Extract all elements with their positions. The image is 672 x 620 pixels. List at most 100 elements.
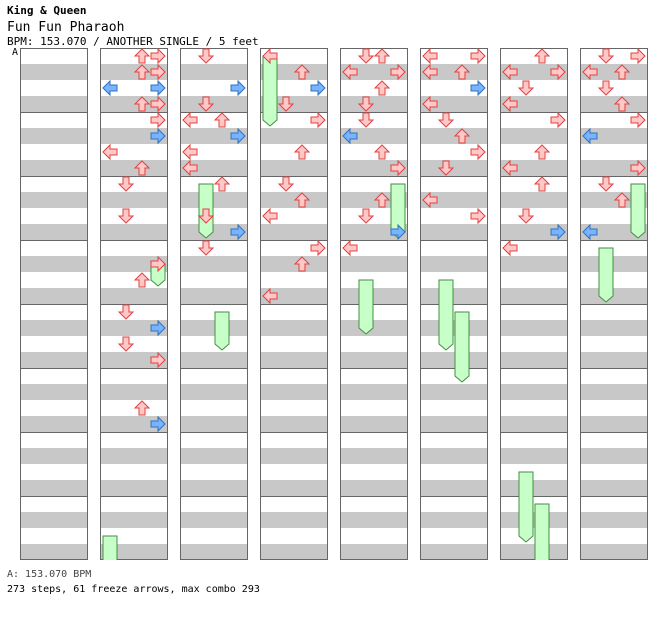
freeze-arrow <box>358 279 374 335</box>
step-arrow-left <box>342 63 358 81</box>
measure-stripe <box>100 64 168 80</box>
measure-stripe <box>20 384 88 400</box>
step-arrow-right <box>390 159 406 177</box>
step-arrow-right <box>150 351 166 369</box>
measure-stripe <box>100 288 168 304</box>
step-arrow-left <box>182 143 198 161</box>
measure-stripe <box>580 416 648 432</box>
freeze-arrow <box>518 471 534 543</box>
measure-stripe <box>20 224 88 240</box>
measure-stripe <box>500 128 568 144</box>
measure-stripe <box>580 352 648 368</box>
column-border <box>100 48 168 560</box>
column-border <box>260 48 328 560</box>
measure-stripe <box>580 448 648 464</box>
step-arrow-up <box>133 400 151 416</box>
measure-stripe <box>180 416 248 432</box>
freeze-arrow <box>454 311 470 383</box>
measure-stripe <box>180 64 248 80</box>
step-arrow-up <box>133 96 151 112</box>
step-arrow-down <box>437 160 455 176</box>
measure-stripe <box>180 448 248 464</box>
song-title: Fun Fun Pharaoh <box>7 20 125 35</box>
step-arrow-down <box>197 48 215 64</box>
step-arrow-up <box>533 48 551 64</box>
measure-stripe <box>100 320 168 336</box>
step-arrow-up <box>293 64 311 80</box>
measure-stripe <box>340 128 408 144</box>
measure-stripe <box>180 320 248 336</box>
chart-column <box>260 48 328 560</box>
step-arrow-up <box>613 192 631 208</box>
step-arrow-right <box>550 223 566 241</box>
measure-stripe <box>100 192 168 208</box>
measure-stripe <box>100 128 168 144</box>
step-arrow-left <box>182 159 198 177</box>
measure-stripe <box>260 128 328 144</box>
measure-stripe <box>580 544 648 560</box>
measure-stripe <box>20 96 88 112</box>
measure-stripe <box>420 320 488 336</box>
step-arrow-right <box>630 48 646 65</box>
measure-stripe <box>20 416 88 432</box>
step-arrow-left <box>582 63 598 81</box>
measure-stripe <box>580 320 648 336</box>
step-arrow-left <box>262 207 278 225</box>
step-arrow-left <box>422 191 438 209</box>
step-arrow-left <box>102 79 118 97</box>
step-arrow-right <box>470 48 486 65</box>
freeze-arrow <box>438 279 454 351</box>
measure-stripe <box>420 288 488 304</box>
measure-stripe <box>500 512 568 528</box>
measure-stripe <box>420 480 488 496</box>
measure-stripe <box>580 384 648 400</box>
measure-stripe <box>340 320 408 336</box>
step-arrow-up <box>373 80 391 96</box>
measure-stripe <box>20 320 88 336</box>
measure-stripe <box>180 96 248 112</box>
measure-stripe <box>20 64 88 80</box>
measure-stripe <box>500 544 568 560</box>
step-arrow-up <box>613 64 631 80</box>
freeze-arrow <box>102 535 118 560</box>
measure-stripe <box>340 160 408 176</box>
step-arrow-down <box>197 240 215 256</box>
step-arrow-left <box>102 143 118 161</box>
measure-stripe <box>180 544 248 560</box>
step-arrow-left <box>422 63 438 81</box>
step-arrow-left <box>502 95 518 113</box>
step-arrow-left <box>422 95 438 113</box>
measure-stripe <box>340 480 408 496</box>
measure-stripe <box>20 544 88 560</box>
step-arrow-left <box>582 223 598 241</box>
step-arrow-left <box>502 63 518 81</box>
step-arrow-right <box>150 63 166 81</box>
measure-stripe <box>580 512 648 528</box>
measure-stripe <box>420 64 488 80</box>
measure-stripe <box>500 416 568 432</box>
measure-stripe <box>340 448 408 464</box>
measure-stripe <box>260 288 328 304</box>
measure-stripe <box>100 224 168 240</box>
measure-stripe <box>500 288 568 304</box>
step-arrow-right <box>150 95 166 113</box>
step-arrow-right <box>150 255 166 273</box>
measure-stripe <box>20 128 88 144</box>
measure-stripe <box>180 192 248 208</box>
step-arrow-right <box>470 79 486 97</box>
measure-stripe <box>100 96 168 112</box>
measure-stripe <box>20 160 88 176</box>
step-arrow-right <box>230 79 246 97</box>
step-arrow-right <box>150 111 166 129</box>
measure-stripe <box>20 448 88 464</box>
measure-stripe <box>340 96 408 112</box>
chart-column <box>500 48 568 560</box>
step-arrow-right <box>470 143 486 161</box>
step-arrow-right <box>390 223 406 241</box>
measure-stripe <box>260 352 328 368</box>
chart-column <box>580 48 648 560</box>
step-arrow-down <box>277 176 295 192</box>
step-arrow-up <box>453 64 471 80</box>
measure-stripe <box>340 352 408 368</box>
step-arrow-down <box>117 304 135 320</box>
